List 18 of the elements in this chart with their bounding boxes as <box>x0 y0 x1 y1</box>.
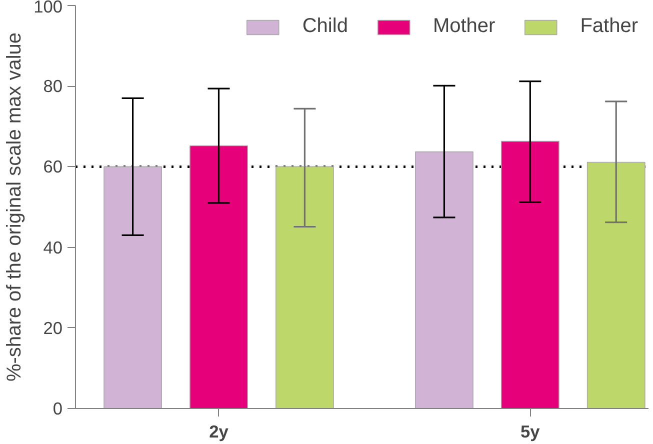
y-axis-title: %-share of the original scale max value <box>4 32 26 382</box>
bar <box>275 166 334 408</box>
y-tick-label: 0 <box>52 398 63 418</box>
x-tick-label: 5y <box>520 422 540 442</box>
bar <box>190 145 248 408</box>
y-tick-label: 100 <box>34 0 63 16</box>
bar <box>586 162 646 408</box>
y-tick-label: 80 <box>43 76 63 96</box>
y-tick-label: 40 <box>43 237 63 258</box>
bar <box>500 140 560 408</box>
y-tick-label: 60 <box>43 156 63 177</box>
y-tick-label: 20 <box>43 318 63 338</box>
bar <box>415 151 474 408</box>
legend-label: Mother <box>432 15 496 38</box>
legend-label: Child <box>302 15 348 38</box>
legend-label: Father <box>580 15 638 38</box>
x-tick-label: 2y <box>209 422 229 442</box>
bar <box>104 166 162 408</box>
